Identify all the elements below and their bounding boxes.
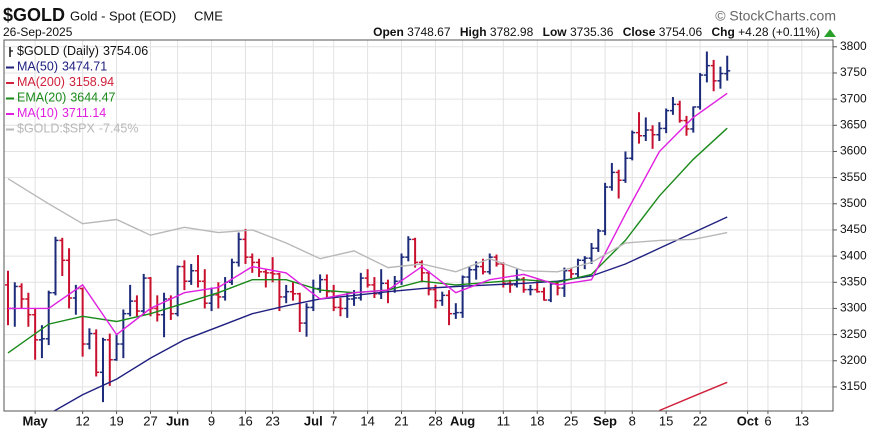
plot-border	[3, 39, 834, 412]
close-label: Close	[623, 25, 656, 39]
x-tick-label: 15	[659, 413, 673, 428]
x-tick-label: 19	[109, 413, 123, 428]
legend-name: EMA(20)	[17, 91, 66, 105]
y-tick-label: 3150	[840, 379, 867, 393]
y-tick-label: 3250	[840, 327, 867, 341]
x-tick-label: 23	[265, 413, 279, 428]
labels: 3150 3200 3250 3300 3350 3400 3450 3500 3550 3600…	[6, 39, 867, 428]
y-tick-label: 3650	[840, 117, 867, 131]
open-label: Open	[373, 25, 404, 39]
line-series	[659, 381, 728, 411]
up-arrow	[824, 29, 836, 37]
x-tick-label: 7	[330, 413, 337, 428]
y-tick-label: 3500	[840, 196, 867, 210]
chg-label: Chg	[711, 25, 734, 39]
x-tick-label: 16	[238, 413, 252, 428]
legend-entry: $GOLD (Daily) 3754.06	[17, 44, 148, 58]
x-tick-label: 14	[360, 413, 374, 428]
line-series	[7, 178, 728, 273]
x-tick-label: 18	[530, 413, 544, 428]
x-tick-label: Oct	[737, 413, 759, 428]
x-tick-label: 13	[795, 413, 809, 428]
y-tick-label: 3750	[840, 65, 867, 79]
plot-area	[5, 51, 731, 411]
x-tick-label: 8	[629, 413, 636, 428]
x-tick-label: May	[22, 413, 48, 428]
legend-value: 3644.47	[70, 91, 115, 105]
legend-entry: MA(10) 3711.14	[17, 106, 106, 120]
y-tick-label: 3550	[840, 170, 867, 184]
y-tick-label: 3800	[840, 39, 867, 53]
low-label: Low	[543, 25, 568, 39]
high-label: High	[460, 25, 487, 39]
grid	[4, 40, 833, 411]
open-value: 3748.67	[407, 25, 451, 39]
legend-value: 3754.06	[103, 44, 148, 58]
y-tick-label: 3350	[840, 274, 867, 288]
legend-name: MA(10)	[17, 106, 58, 120]
y-tick-label: 3700	[840, 91, 867, 105]
legend-value: 3474.71	[62, 60, 107, 74]
copyright: © StockCharts.com	[715, 8, 836, 24]
y-tick-label: 3400	[840, 248, 867, 262]
x-tick-label: 25	[564, 413, 578, 428]
y-tick-label: 3600	[840, 144, 867, 158]
exchange: CME	[194, 8, 223, 23]
date: 26-Sep-2025	[3, 25, 73, 39]
legend-name: $GOLD:$SPX	[17, 122, 95, 136]
x-tick-label: 12	[75, 413, 89, 428]
legend-value: -7.45%	[99, 122, 139, 136]
legend-name: MA(50)	[17, 60, 58, 74]
line-series	[8, 92, 728, 336]
legend-name: $GOLD (Daily)	[17, 44, 99, 58]
low-value: 3735.36	[570, 25, 614, 39]
legend-name: MA(200)	[17, 75, 65, 89]
x-tick-label: 22	[693, 413, 707, 428]
x-tick-label: 28	[428, 413, 442, 428]
instrument-name: Gold - Spot (EOD)	[70, 8, 176, 23]
x-tick-label: Jun	[166, 413, 189, 428]
legend-entry: EMA(20) 3644.47	[17, 91, 116, 105]
x-tick-label: Aug	[450, 413, 475, 428]
close-value: 3754.06	[659, 25, 703, 39]
y-tick-label: 3450	[840, 222, 867, 236]
quote-line: Open 3748.67 High 3782.98 Low 3735.36 Cl…	[373, 25, 820, 39]
x-tick-label: 6	[764, 413, 771, 428]
x-tick-label: 27	[143, 413, 157, 428]
chg-value: +4.28 (+0.11%)	[738, 25, 820, 39]
line-series	[52, 216, 728, 411]
x-tick-label: Sep	[593, 413, 617, 428]
high-value: 3782.98	[490, 25, 534, 39]
x-tick-label: 11	[497, 413, 511, 428]
legend-entry: MA(50) 3474.71	[17, 60, 107, 74]
symbol: $GOLD	[3, 5, 65, 25]
y-tick-label: 3200	[840, 353, 867, 367]
legend-value: 3711.14	[62, 106, 106, 120]
x-tick-label: 9	[208, 413, 215, 428]
legend-entry: MA(200) 3158.94	[17, 75, 114, 89]
legend-value: 3158.94	[69, 75, 114, 89]
legend-entry: $GOLD:$SPX -7.45%	[17, 122, 138, 136]
y-tick-label: 3300	[840, 301, 867, 315]
x-tick-label: Jul	[304, 413, 323, 428]
x-tick-label: 21	[394, 413, 408, 428]
